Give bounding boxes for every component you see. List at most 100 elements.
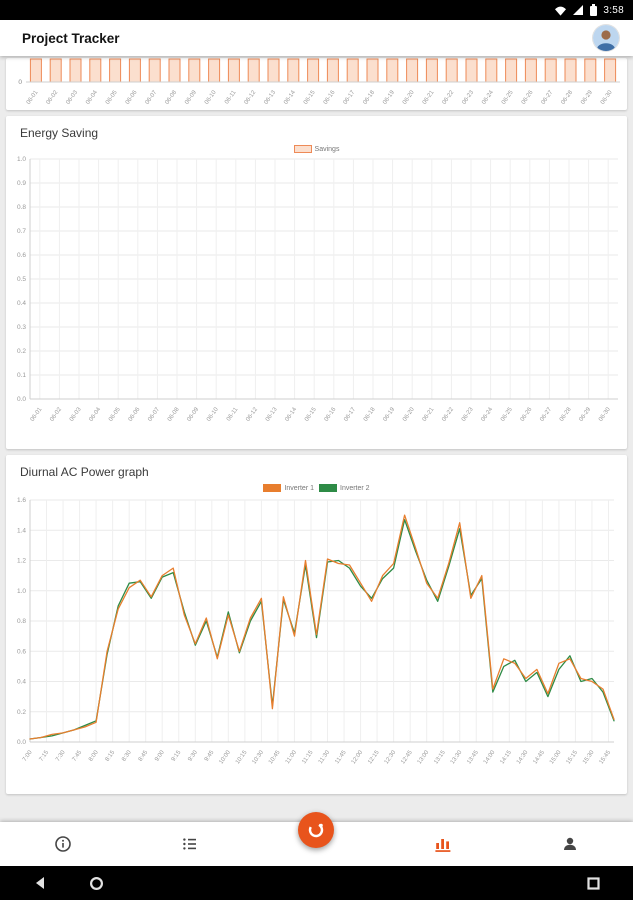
svg-text:06-15: 06-15 (304, 406, 318, 423)
svg-text:06-02: 06-02 (49, 406, 63, 423)
svg-text:0.0: 0.0 (17, 396, 26, 403)
svg-text:06-26: 06-26 (521, 89, 535, 106)
svg-text:8:15: 8:15 (105, 749, 117, 763)
recents-icon (586, 876, 600, 890)
svg-text:06-16: 06-16 (324, 406, 338, 423)
legend-item-savings[interactable]: Savings (293, 145, 340, 153)
svg-text:9:30: 9:30 (187, 749, 199, 763)
svg-text:14:45: 14:45 (532, 749, 546, 765)
svg-text:06-22: 06-22 (441, 406, 455, 423)
android-recents-button[interactable] (579, 869, 607, 897)
cell-signal-icon (573, 4, 584, 16)
svg-text:06-23: 06-23 (461, 89, 475, 106)
svg-text:06-09: 06-09 (187, 406, 201, 423)
svg-text:7:30: 7:30 (55, 749, 67, 763)
svg-text:06-21: 06-21 (422, 406, 436, 423)
nav-info-button[interactable] (41, 822, 85, 866)
svg-text:06-14: 06-14 (285, 406, 299, 423)
svg-text:1.2: 1.2 (17, 558, 26, 565)
svg-text:0.3: 0.3 (17, 324, 26, 331)
nav-charts-button[interactable] (421, 822, 465, 866)
svg-text:06-24: 06-24 (481, 406, 495, 423)
svg-text:06-18: 06-18 (362, 89, 376, 106)
nav-tasks-button[interactable] (168, 822, 212, 866)
svg-text:06-04: 06-04 (89, 406, 103, 423)
svg-text:06-13: 06-13 (263, 89, 277, 106)
user-photo-icon (593, 25, 619, 51)
svg-text:06-27: 06-27 (541, 89, 555, 106)
svg-text:06-26: 06-26 (520, 406, 534, 423)
energy-saving-chart: 0.0 0.1 0.2 0.3 0.4 0.5 0.6 0.7 0.8 0.9 1.0 06-01 06… (17, 156, 618, 423)
avatar[interactable] (593, 25, 619, 51)
legend-item-inverter-1[interactable]: Inverter 1 (263, 484, 314, 492)
legend-item-inverter-2[interactable]: Inverter 2 (319, 484, 370, 492)
svg-text:06-21: 06-21 (422, 89, 436, 106)
svg-text:14:00: 14:00 (483, 749, 497, 765)
svg-text:12:30: 12:30 (384, 749, 398, 765)
svg-text:06-05: 06-05 (108, 406, 122, 423)
android-nav-bar (0, 866, 633, 900)
nav-profile-button[interactable] (548, 822, 592, 866)
svg-text:06-19: 06-19 (382, 89, 396, 106)
svg-text:06-29: 06-29 (579, 406, 593, 423)
android-home-button[interactable] (82, 869, 110, 897)
capture-fab-button[interactable] (298, 812, 335, 848)
svg-text:10:15: 10:15 (235, 749, 249, 765)
svg-text:06-06: 06-06 (125, 89, 139, 106)
svg-text:0.2: 0.2 (17, 709, 26, 716)
svg-text:7:15: 7:15 (39, 749, 51, 763)
svg-text:13:15: 13:15 (433, 749, 447, 765)
task-list-icon (183, 838, 196, 850)
svg-text:06-22: 06-22 (442, 89, 456, 106)
content-scroll[interactable]: 0 06-01 06-02 06-03 06-04 06-05 06-06 06-07 06-0… (0, 56, 633, 822)
svg-text:1.0: 1.0 (17, 156, 26, 163)
svg-text:06-06: 06-06 (128, 406, 142, 423)
svg-text:13:45: 13:45 (466, 749, 480, 765)
svg-text:06-27: 06-27 (539, 406, 553, 423)
svg-text:9:45: 9:45 (204, 749, 216, 763)
svg-text:06-02: 06-02 (46, 89, 60, 106)
diurnal-power-card: Diurnal AC Power graph Inverter 1 Invert… (6, 455, 627, 794)
energy-saving-card: Energy Saving Savings 0.0 0.1 0.2 0.3 0.4 0.5… (6, 116, 627, 449)
svg-text:06-11: 06-11 (224, 89, 238, 105)
svg-text:06-08: 06-08 (164, 89, 178, 106)
svg-text:9:00: 9:00 (154, 749, 166, 763)
svg-text:06-07: 06-07 (147, 406, 161, 423)
svg-text:06-18: 06-18 (363, 406, 377, 423)
svg-text:15:15: 15:15 (566, 749, 580, 765)
legend-swatch (319, 484, 337, 492)
legend-label: Inverter 2 (340, 484, 370, 492)
android-back-button[interactable] (26, 869, 54, 897)
card-title: Energy Saving (20, 126, 99, 140)
svg-text:11:45: 11:45 (334, 749, 348, 765)
svg-text:06-17: 06-17 (343, 89, 357, 106)
svg-text:12:45: 12:45 (400, 749, 414, 765)
bar-chart-icon (435, 839, 451, 852)
svg-text:06-29: 06-29 (580, 89, 594, 106)
bottom-nav (0, 812, 633, 866)
svg-text:06-15: 06-15 (303, 89, 317, 106)
legend-label: Savings (314, 145, 340, 153)
svg-text:06-03: 06-03 (69, 406, 83, 423)
svg-text:06-07: 06-07 (145, 89, 159, 106)
svg-text:06-19: 06-19 (383, 406, 397, 423)
svg-text:12:15: 12:15 (367, 749, 381, 765)
svg-text:06-23: 06-23 (461, 406, 475, 423)
svg-text:0.1: 0.1 (17, 372, 26, 379)
svg-text:06-11: 06-11 (226, 406, 240, 422)
svg-text:0.9: 0.9 (17, 180, 26, 187)
svg-text:14:30: 14:30 (516, 749, 530, 765)
svg-text:06-28: 06-28 (559, 406, 573, 423)
svg-text:13:00: 13:00 (417, 749, 431, 765)
svg-text:06-10: 06-10 (206, 406, 220, 423)
svg-text:0.4: 0.4 (17, 679, 26, 686)
data-usage-icon (309, 822, 324, 838)
svg-text:06-16: 06-16 (323, 89, 337, 106)
diurnal-power-chart: 0.0 0.2 0.4 0.6 0.8 1.0 1.2 1.4 1.6 7:00 7:15 7:30 7… (17, 497, 615, 765)
svg-text:06-20: 06-20 (402, 406, 416, 423)
svg-text:06-08: 06-08 (167, 406, 181, 423)
chart-legend: Inverter 1 Inverter 2 (6, 484, 627, 492)
svg-text:0: 0 (18, 79, 22, 86)
svg-text:06-25: 06-25 (501, 89, 515, 106)
